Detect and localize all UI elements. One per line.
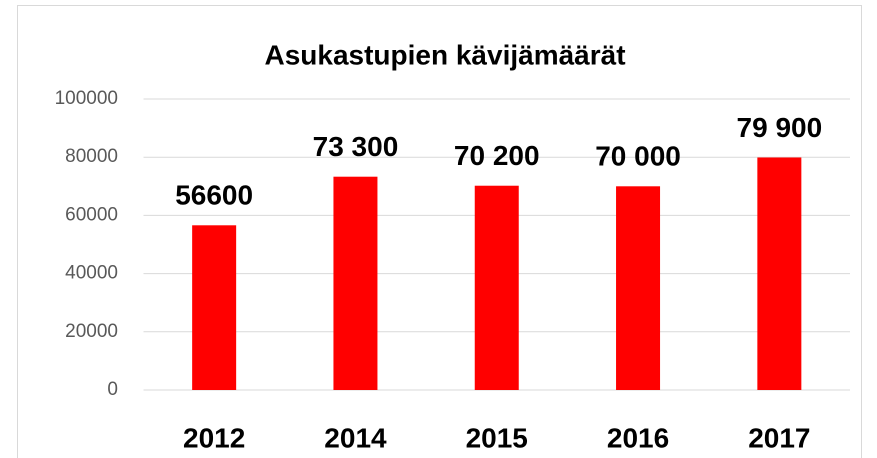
chart-border: [17, 5, 862, 458]
x-tick-label: 2012: [183, 422, 245, 453]
y-tick-label: 20000: [65, 321, 118, 342]
x-tick-label: 2014: [324, 422, 387, 453]
chart-title: Asukastupien kävijämäärät: [264, 39, 625, 70]
value-label: 56600: [175, 180, 253, 211]
y-tick-label: 80000: [65, 146, 118, 167]
y-tick-label: 40000: [65, 263, 118, 284]
value-label: 79 900: [737, 112, 823, 143]
y-tick-label: 100000: [55, 88, 118, 109]
x-tick-label: 2017: [748, 422, 810, 453]
y-tick-label: 60000: [65, 204, 118, 225]
bar: [616, 186, 661, 390]
bar: [192, 225, 237, 390]
y-tick-label: 0: [107, 379, 118, 400]
bar: [757, 157, 802, 390]
bar: [333, 176, 378, 390]
x-tick-label: 2016: [607, 422, 669, 453]
bar: [474, 185, 519, 390]
value-label: 70 200: [454, 140, 540, 171]
x-tick-label: 2015: [466, 422, 528, 453]
value-label: 73 300: [313, 131, 399, 162]
value-label: 70 000: [595, 141, 681, 172]
